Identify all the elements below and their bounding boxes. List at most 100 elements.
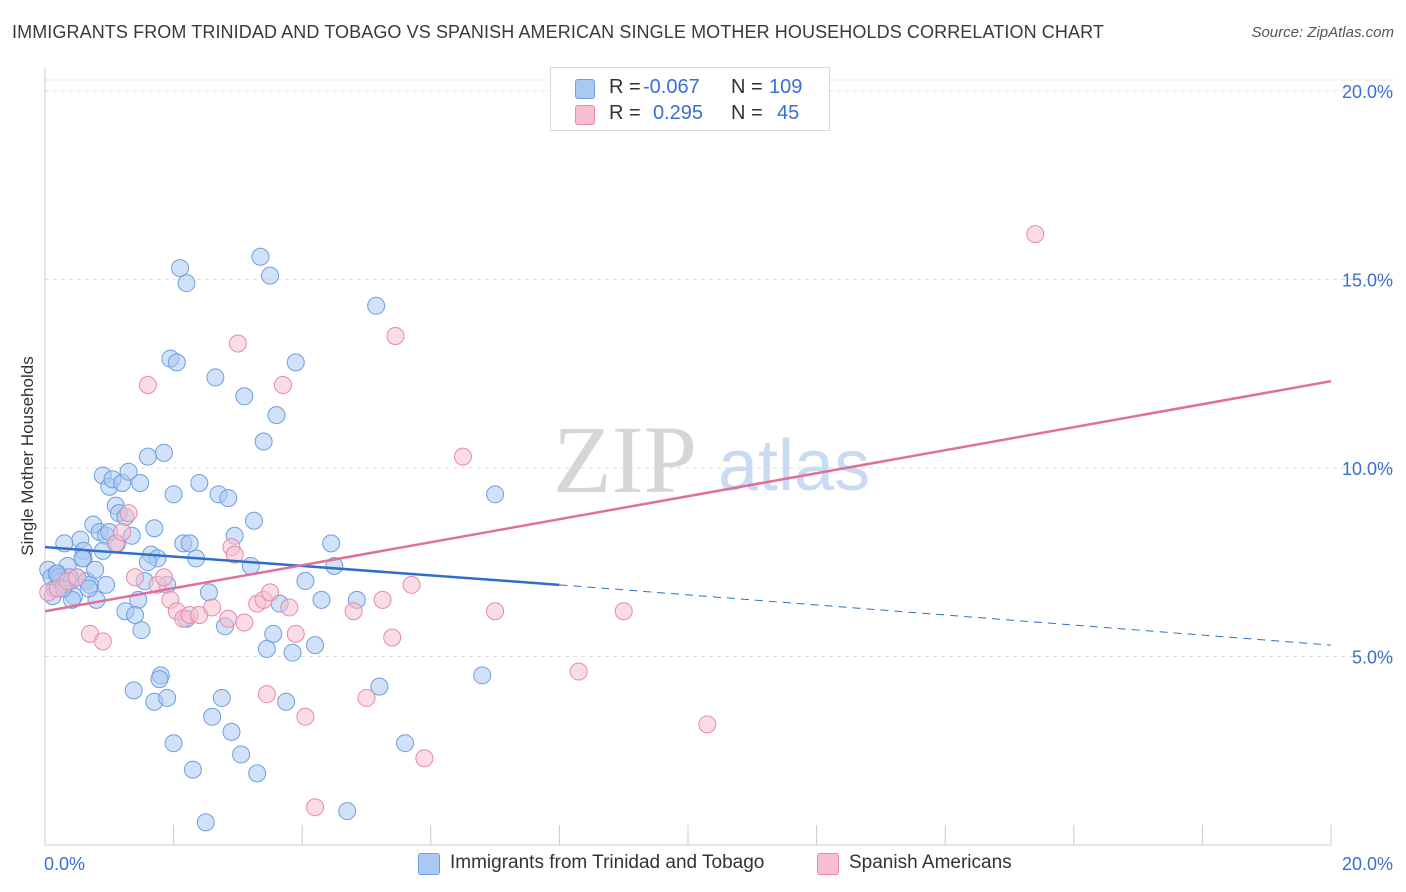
data-point-spanish xyxy=(280,598,299,617)
data-point-trinidad xyxy=(325,556,344,575)
data-point-trinidad xyxy=(164,485,183,504)
data-point-trinidad xyxy=(244,511,263,530)
watermark-zip: ZIP xyxy=(553,406,697,513)
data-point-trinidad xyxy=(158,688,177,707)
data-point-trinidad xyxy=(126,605,145,624)
data-point-trinidad xyxy=(219,489,238,508)
data-point-spanish xyxy=(119,504,138,523)
bottom-legend-label: Immigrants from Trinidad and Tobago xyxy=(450,852,765,873)
data-point-trinidad xyxy=(196,813,215,832)
data-point-spanish xyxy=(286,624,305,643)
data-point-trinidad xyxy=(235,387,254,406)
data-point-trinidad xyxy=(322,534,341,553)
data-point-trinidad xyxy=(232,745,251,764)
data-point-trinidad xyxy=(203,707,222,726)
tick-labels: 5.0% 10.0% 15.0% 20.0% 0.0% 20.0% xyxy=(44,82,1393,874)
legend-r-value: -0.067 xyxy=(643,76,700,98)
data-point-spanish xyxy=(373,590,392,609)
data-point-trinidad xyxy=(367,296,386,315)
data-point-spanish xyxy=(386,326,405,345)
data-point-trinidad xyxy=(167,353,186,372)
axes xyxy=(44,68,1332,846)
data-point-spanish xyxy=(126,568,145,587)
bottom-legend-swatch-pink xyxy=(817,853,839,875)
watermark: ZIP atlas xyxy=(553,406,870,513)
data-point-trinidad xyxy=(119,462,138,481)
x-tick-label: 0.0% xyxy=(44,854,85,874)
data-point-spanish xyxy=(203,598,222,617)
bottom-legend-label: Spanish Americans xyxy=(849,852,1012,873)
data-point-spanish xyxy=(486,602,505,621)
data-point-trinidad xyxy=(150,670,169,689)
data-point-trinidad xyxy=(132,621,151,640)
data-point-spanish xyxy=(219,609,238,628)
data-point-trinidad xyxy=(97,575,116,594)
bottom-legend-swatch-blue xyxy=(418,853,440,875)
data-point-trinidad xyxy=(190,474,209,493)
data-point-trinidad xyxy=(199,583,218,602)
data-point-spanish xyxy=(453,447,472,466)
legend-n-key: N = xyxy=(731,102,763,124)
source-label: Source: ZipAtlas.com xyxy=(1251,24,1394,41)
data-point-spanish xyxy=(138,375,157,394)
data-point-spanish xyxy=(235,613,254,632)
y-tick-label: 5.0% xyxy=(1352,647,1393,667)
data-point-spanish xyxy=(113,523,132,542)
data-point-trinidad xyxy=(486,485,505,504)
data-point-trinidad xyxy=(145,519,164,538)
data-point-trinidad xyxy=(86,560,105,579)
correlation-legend: R = -0.067 N = 109 R = 0.295 N = 45 xyxy=(550,67,830,131)
data-point-spanish xyxy=(1026,225,1045,244)
data-point-trinidad xyxy=(177,274,196,293)
trend-line-spanish xyxy=(44,379,1332,613)
data-point-trinidad xyxy=(241,556,260,575)
series-spanish-points xyxy=(39,93,1045,817)
data-point-trinidad xyxy=(338,802,357,821)
legend-swatch-pink xyxy=(575,105,595,125)
data-point-spanish xyxy=(344,602,363,621)
data-point-trinidad xyxy=(370,677,389,696)
data-point-spanish xyxy=(415,749,434,768)
data-point-trinidad xyxy=(257,639,276,658)
data-point-spanish xyxy=(698,715,717,734)
data-point-trinidad xyxy=(131,474,150,493)
trend-lines xyxy=(44,379,1332,646)
data-point-trinidad xyxy=(164,734,183,753)
data-point-trinidad xyxy=(222,722,241,741)
data-point-trinidad xyxy=(283,643,302,662)
data-point-trinidad xyxy=(180,534,199,553)
data-point-spanish xyxy=(93,632,112,651)
data-point-trinidad xyxy=(138,447,157,466)
legend-r-value: 0.295 xyxy=(653,102,704,124)
x-tick-label: 20.0% xyxy=(1342,854,1393,874)
data-point-trinidad xyxy=(264,624,283,643)
data-point-trinidad xyxy=(183,760,202,779)
data-point-trinidad xyxy=(154,443,173,462)
y-tick-label: 20.0% xyxy=(1342,82,1393,102)
data-point-trinidad xyxy=(254,432,273,451)
data-point-spanish xyxy=(68,568,87,587)
data-point-spanish xyxy=(357,688,376,707)
legend-r-key: R = xyxy=(609,76,641,98)
data-point-trinidad xyxy=(171,259,190,278)
data-point-spanish xyxy=(614,602,633,621)
data-point-trinidad xyxy=(396,734,415,753)
data-point-trinidad xyxy=(277,692,296,711)
data-point-trinidad xyxy=(206,368,225,387)
data-point-trinidad xyxy=(212,688,231,707)
legend-swatch-blue xyxy=(575,79,595,99)
data-point-spanish xyxy=(225,545,244,564)
data-point-trinidad xyxy=(261,266,280,285)
data-point-spanish xyxy=(257,685,276,704)
data-point-trinidad xyxy=(248,764,267,783)
data-point-trinidad xyxy=(79,579,98,598)
chart-title: IMMIGRANTS FROM TRINIDAD AND TOBAGO VS S… xyxy=(12,22,1104,42)
data-point-trinidad xyxy=(312,590,331,609)
data-point-trinidad xyxy=(267,406,286,425)
legend-r-key: R = xyxy=(609,102,641,124)
legend-n-value: 45 xyxy=(777,102,800,124)
data-point-trinidad xyxy=(306,636,325,655)
trend-line-trinidad-extension xyxy=(559,584,1332,646)
data-point-spanish xyxy=(228,334,247,353)
